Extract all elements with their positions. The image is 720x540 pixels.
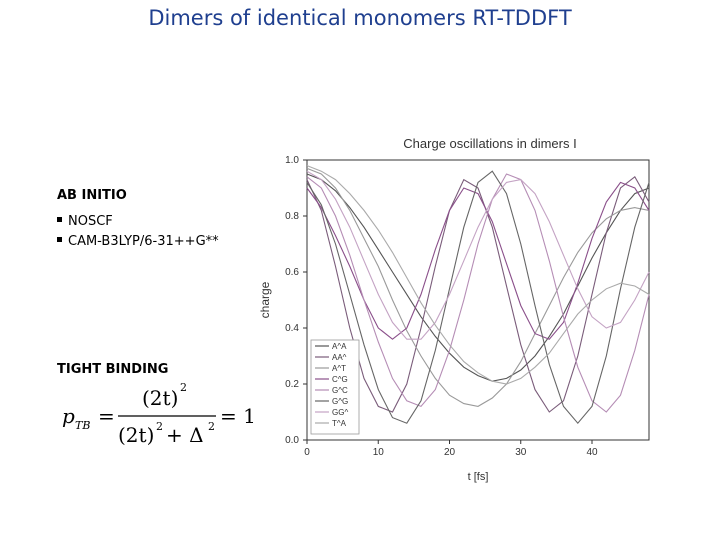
series-line-8 [306,165,650,385]
bullet-text: NOSCF [68,214,113,229]
formula-rhs: = 1 [220,404,256,428]
formula-numerator-exp: 2 [180,381,187,394]
x-axis-ticks: 0 10 20 30 40 [304,440,598,458]
y-axis-label: charge [258,281,272,318]
formula-denominator-exp: 2 [156,420,163,433]
ab-initio-heading: AB INITIO [57,188,127,203]
formula-numerator: (2t) [142,386,178,410]
chart-title: Charge oscillations in dimers I [403,136,576,151]
y-tick-label: 0.0 [285,435,299,446]
legend-label: A^T [332,364,346,373]
slide-title: Dimers of identical monomers RT-TDDFT [148,6,572,30]
series-line-2 [306,175,650,413]
legend-label: T^A [332,419,347,428]
y-tick-label: 0.6 [285,267,299,278]
y-axis-ticks: 0.0 0.2 0.4 0.6 0.8 1.0 [285,155,307,446]
legend-label: AA^ [332,353,347,362]
y-tick-label: 1.0 [285,155,299,166]
bullet-square-icon [57,217,62,222]
formula-lhs: p [62,404,75,428]
series-line-7 [306,170,650,340]
legend-label: G^G [332,397,348,406]
x-axis-label: t [fs] [468,471,489,483]
series-line-3 [306,167,650,407]
x-tick-label: 40 [586,447,598,458]
bullet-text: CAM-B3LYP/6-31++G** [68,234,219,249]
series-line-6 [306,170,650,425]
y-tick-label: 0.2 [285,379,299,390]
bullet-item: NOSCF [57,214,113,229]
x-tick-label: 30 [515,447,527,458]
bullet-item: CAM-B3LYP/6-31++G** [57,234,219,249]
legend-label: G^C [332,386,348,395]
formula-denominator-b-exp: 2 [208,420,215,433]
charge-oscillation-chart: Charge oscillations in dimers I 0.00.20.… [258,136,650,483]
legend-label: GG^ [332,408,348,417]
legend: A^A AA^ A^T C^G G^C G^G GG^ T^A [310,339,360,435]
legend-label: C^G [332,375,348,384]
formula-denominator-b: + Δ [166,423,204,447]
series-lines [306,165,650,425]
legend-box [310,339,360,435]
x-tick-label: 10 [373,447,385,458]
formula-equals: = [98,404,115,428]
x-tick-label: 0 [304,447,310,458]
formula-lhs-subscript: TB [75,419,90,432]
series-line-1 [306,173,650,382]
x-tick-label: 20 [444,447,456,458]
y-tick-label: 0.8 [285,211,299,222]
bullet-square-icon [57,237,62,242]
legend-label: A^A [332,342,347,351]
tight-binding-formula: p TB = (2t) 2 (2t) 2 + Δ 2 = 1 [62,381,256,447]
series-line-5 [306,173,650,413]
y-tick-label: 0.4 [285,323,299,334]
formula-denominator-a: (2t) [118,423,154,447]
tight-binding-heading: TIGHT BINDING [57,362,169,377]
